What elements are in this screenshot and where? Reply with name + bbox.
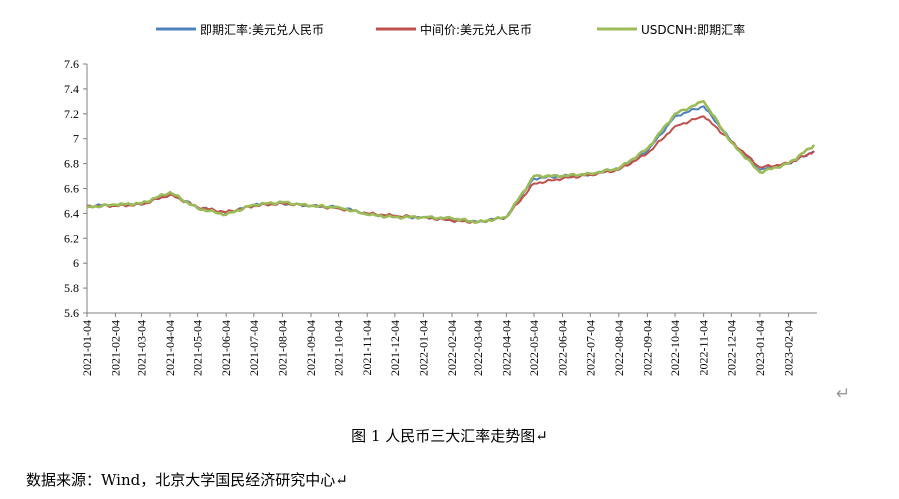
series-3-point [169,192,170,193]
legend-label-3: USDCNH:即期汇率 [641,22,745,37]
series-3-point [731,142,732,143]
series-2-point [674,126,675,127]
x-tick-label: 2021-11-04 [360,320,374,376]
series-3-point [141,203,142,204]
series-3-point [477,222,478,223]
series-2-point [169,194,170,195]
series-3-point [533,175,534,176]
series-3-point [618,168,619,169]
y-tick-label: 6 [73,256,79,270]
y-tick-label: 7 [73,132,79,146]
series-3-point [367,214,368,215]
data-source-note: 数据来源：Wind，北京大学国民经济研究中心↵ [26,471,348,489]
x-tick-label: 2022-09-04 [640,320,654,376]
x-tick-label: 2021-03-04 [134,320,148,376]
series-3-point [253,204,254,205]
series-3-point [226,214,227,215]
series-3-point [115,204,116,205]
x-axis: 2021-01-04 2021-02-04 2021-03-04 2021-04-04… [80,312,817,376]
series-3-point [282,202,283,203]
y-tick-label: 7.2 [64,107,79,121]
x-tick-label: 2022-08-04 [612,320,626,376]
x-tick-label: 2022-03-04 [471,320,485,376]
series-3-point [814,144,815,145]
series-3-point [647,148,648,149]
x-tick-label: 2021-01-04 [80,320,94,376]
y-axis: 7.6 7.4 7.2 7 6.8 6.6 6.4 6.2 6 5.8 5.6 [64,57,88,320]
series-3-point [759,172,760,173]
series-3-point [86,207,87,208]
figure-caption: 图 1 人民币三大汇率走势图↵ [351,427,548,445]
legend-label-1: 即期汇率:美元兑人民币 [200,22,324,37]
series-3-point [310,205,311,206]
series-3-point [423,217,424,218]
x-tick-label: 2022-01-04 [416,320,430,376]
y-tick-label: 6.8 [64,157,79,171]
x-tick-label: 2021-02-04 [109,320,123,376]
x-tick-label: 2021-12-04 [388,320,402,376]
series-2-point [647,153,648,154]
y-tick-label: 7.6 [64,57,79,71]
series-3-point [562,175,563,176]
series-2-point [562,178,563,179]
y-tick-label: 5.6 [64,306,79,320]
x-tick-label: 2022-07-04 [583,320,597,376]
x-tick-label: 2022-02-04 [445,320,459,376]
x-tick-label: 2021-10-04 [332,320,346,376]
series-3-point [788,163,789,164]
series-3-point [506,217,507,218]
series-3-point [703,101,704,102]
series-2-point [703,116,704,117]
x-tick-label: 2021-07-04 [247,320,261,376]
x-tick-label: 2023-01-04 [753,320,767,376]
series-2-point [814,151,815,152]
series-3-point [394,217,395,218]
series-2-point [533,183,534,184]
x-tick-label: 2022-10-04 [668,320,682,376]
series-2-point [759,167,760,168]
series-line-2 [86,115,815,224]
series-2-point [451,220,452,221]
x-tick-label: 2021-05-04 [191,320,205,376]
series-line-3 [86,100,816,225]
series-1-point [647,151,648,152]
x-tick-label: 2021-06-04 [219,320,233,376]
series-3-point [338,207,339,208]
y-tick-label: 5.8 [64,281,79,295]
series-3-point [197,208,198,209]
series-lines [86,100,816,225]
x-tick-label: 2022-04-04 [499,320,513,376]
chart-legend: 即期汇率:美元兑人民币 中间价:美元兑人民币 USDCNH:即期汇率 [156,22,745,37]
series-3-point [590,173,591,174]
x-tick-label: 2022-11-04 [697,320,711,376]
x-tick-label: 2023-02-04 [781,320,795,376]
y-tick-label: 6.4 [64,206,79,220]
y-tick-label: 6.6 [64,182,79,196]
x-tick-label: 2021-04-04 [163,320,177,376]
x-tick-label: 2022-05-04 [527,320,541,376]
y-tick-label: 7.4 [64,82,79,96]
x-tick-label: 2022-06-04 [556,320,570,376]
x-tick-label: 2022-12-04 [724,320,738,376]
paragraph-mark-icon: ↵ [836,384,851,404]
legend-label-2: 中间价:美元兑人民币 [420,22,532,37]
y-tick-label: 6.2 [64,231,79,245]
x-tick-label: 2021-09-04 [304,320,318,376]
x-tick-label: 2021-08-04 [275,320,289,376]
series-3-point [451,218,452,219]
series-3-point [674,113,675,114]
series-1-point [703,106,704,107]
